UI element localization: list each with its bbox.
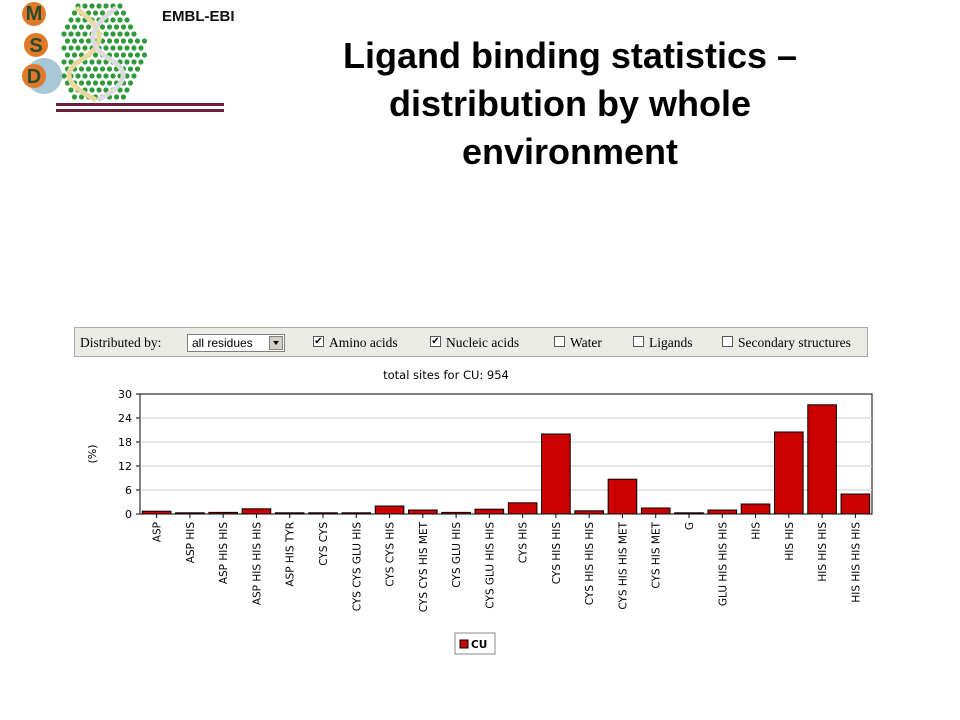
bar-15 [640,507,671,515]
slide-title: Ligand binding statistics – distribution… [240,32,900,176]
y-tick-label-5: 30 [118,388,132,401]
bar-7 [374,505,405,515]
secondary-structures-checkbox[interactable] [722,336,733,347]
residue-select-value: all residues [192,336,253,350]
water-checkbox[interactable] [554,336,565,347]
y-tick-label-3: 18 [118,436,132,449]
x-tick-label-1: ASP HIS [185,522,197,564]
x-tick-label-12: CYS HIS HIS [551,522,563,585]
y-tick-label-4: 24 [118,412,132,425]
x-tick-label-6: CYS CYS GLU HIS [351,522,363,612]
x-tick-label-14: CYS HIS HIS MET [617,521,629,609]
x-tick-label-4: ASP HIS TYR [285,522,297,587]
bar-2 [208,511,238,515]
x-tick-label-20: HIS HIS HIS [817,522,829,582]
x-tick-label-19: HIS HIS [784,522,796,561]
bar-20 [807,404,837,515]
bar-5 [308,512,338,515]
chart-title: total sites for CU: 954 [383,368,509,382]
chevron-down-icon[interactable] [269,336,283,350]
ligands-label: Ligands [649,335,693,350]
x-tick-label-21: HIS HIS HIS HIS [850,522,862,603]
x-tick-label-18: HIS [751,522,763,540]
bar-12 [541,433,571,515]
bar-11 [507,502,538,515]
legend-box [454,632,496,655]
y-tick-label-1: 6 [125,484,132,497]
msd-logo: M S D [22,2,148,103]
bar-21 [840,493,871,515]
bar-13 [574,510,604,515]
x-tick-label-13: CYS HIS HIS HIS [584,522,596,606]
org-name: EMBL-EBI [162,8,235,25]
y-tick-label-2: 12 [118,460,132,473]
nucleic-acids-label: Nucleic acids [446,335,520,350]
x-tick-label-7: CYS CYS HIS [385,522,397,587]
bar-0 [141,510,172,515]
bar-19 [774,431,804,515]
amino-acids-label: Amino acids [329,335,398,350]
bar-18 [740,503,771,515]
header-divider-top [56,103,224,106]
x-tick-label-3: ASP HIS HIS HIS [251,522,263,605]
title-line-3: environment [461,131,679,172]
bar-14 [607,478,638,515]
bar-3 [241,508,272,515]
header-divider-bottom [56,109,224,112]
x-tick-label-15: CYS HIS MET [651,521,663,588]
y-axis-label: (%) [86,444,99,463]
y-tick-label-0: 0 [125,508,132,521]
x-tick-label-5: CYS CYS [318,522,330,566]
logo-letter-d: D [27,66,41,88]
plot-area [139,393,873,515]
water-label: Water [570,335,602,350]
x-tick-label-9: CYS GLU HIS [451,522,463,588]
logo-letter-m: M [26,3,43,25]
title-line-2: distribution by whole [389,83,751,124]
residue-select[interactable]: all residues [187,334,285,352]
x-tick-label-11: CYS HIS [518,522,530,564]
bar-16 [674,512,704,515]
bar-10 [474,508,505,515]
x-tick-label-0: ASP [152,522,164,542]
bar-4 [274,512,305,515]
bar-8 [408,509,438,515]
secondary-structures-label: Secondary structures [738,335,851,350]
bar-9 [441,511,471,515]
title-line-1: Ligand binding statistics – [342,35,798,76]
nucleic-acids-checkbox[interactable]: ✔ [430,336,441,347]
amino-acids-checkbox[interactable]: ✔ [313,336,324,347]
x-tick-label-10: CYS GLU HIS HIS [484,522,496,609]
ligand-distribution-chart: total sites for CU: 954 0 6 12 18 24 30 (%) ASP A… [86,368,873,655]
bar-1 [175,512,205,515]
legend-swatch [459,639,469,649]
bar-17 [707,509,738,515]
distributed-by-label: Distributed by: [80,335,162,350]
legend-label: CU [471,639,487,651]
bar-6 [341,512,372,515]
filter-toolbar: Distributed by: all residues ✔ Amino aci… [74,327,868,357]
x-tick-label-17: GLU HIS HIS HIS [717,522,729,606]
ligands-checkbox[interactable] [633,336,644,347]
x-tick-label-8: CYS CYS HIS MET [418,521,430,612]
logo-letter-s: S [29,35,42,57]
x-tick-label-2: ASP HIS HIS [218,522,230,585]
x-tick-label-16: G [684,522,696,530]
